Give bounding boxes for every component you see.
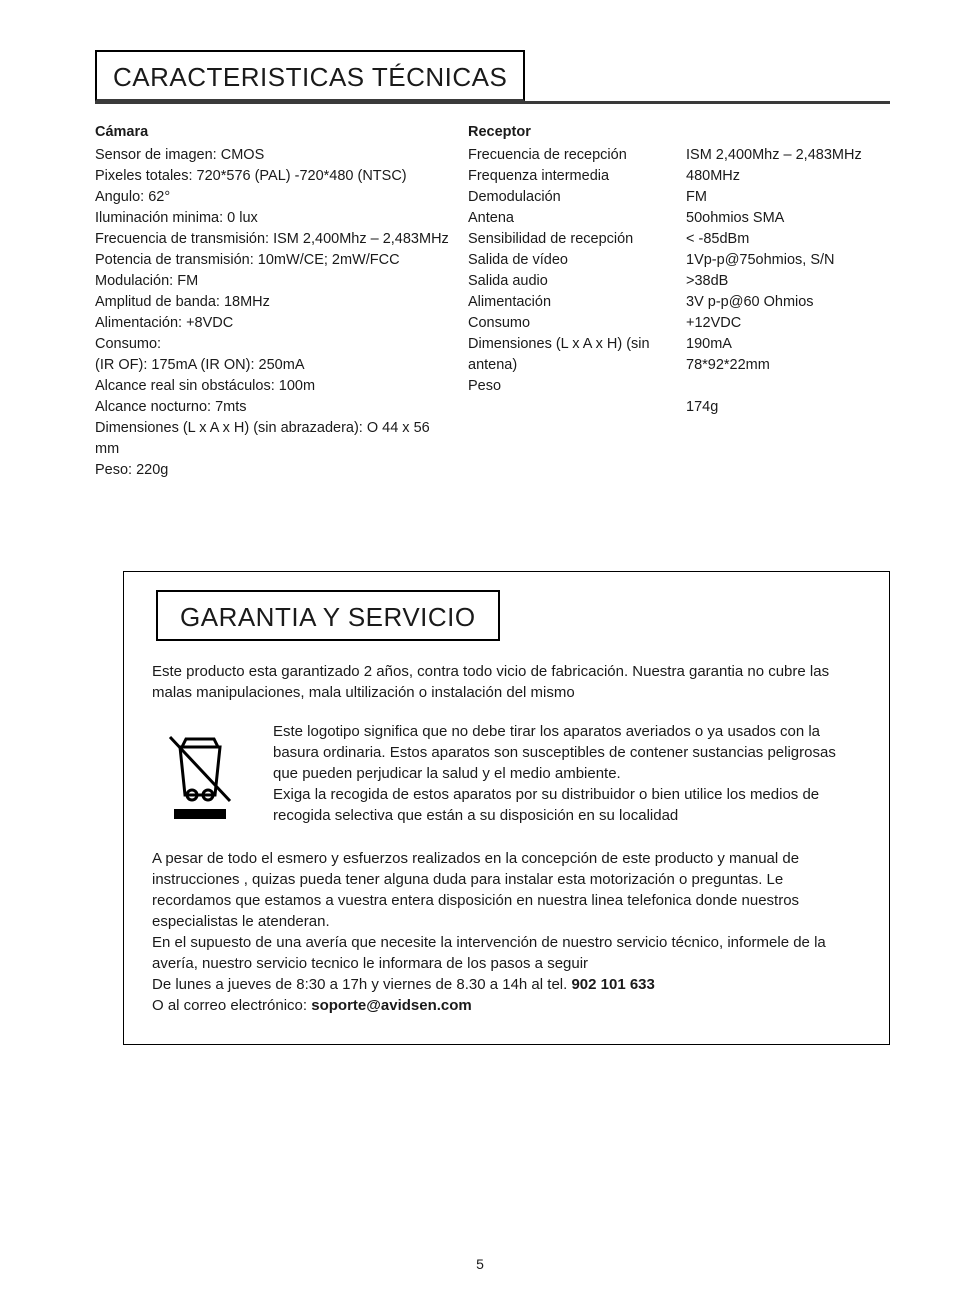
receptor-spec-label: Dimensiones (L x A x H) (sin antena): [468, 334, 668, 376]
camera-spec-line: Amplitud de banda: 18MHz: [95, 292, 450, 313]
camera-spec-line: Sensor de imagen: CMOS: [95, 145, 450, 166]
camera-spec-line: Dimensiones (L x A x H) (sin abrazadera)…: [95, 418, 450, 460]
tech-specs-section: CARACTERISTICAS TÉCNICAS Cámara Sensor d…: [95, 50, 890, 481]
support-phone: 902 101 633: [571, 976, 654, 993]
receptor-spec-label: Demodulación: [468, 187, 668, 208]
receptor-spec-value: ISM 2,400Mhz – 2,483MHz: [686, 145, 876, 166]
receptor-spec-label: Salida audio: [468, 271, 668, 292]
weee-text: Este logotipo significa que no debe tira…: [273, 721, 861, 826]
receptor-spec-value: FM: [686, 187, 876, 208]
weee-icon: [152, 721, 247, 826]
camera-specs: Cámara Sensor de imagen: CMOSPixeles tot…: [95, 122, 450, 481]
receptor-spec-value: 174g: [686, 397, 876, 418]
receptor-title: Receptor: [468, 122, 668, 143]
camera-spec-line: Peso: 220g: [95, 460, 450, 481]
closing-phone-line: De lunes a jueves de 8:30 a 17h y vierne…: [152, 974, 861, 995]
closing-para1: A pesar de todo el esmero y esfuerzos re…: [152, 848, 861, 932]
receptor-specs-values: ISM 2,400Mhz – 2,483MHz480MHzFM50ohmios …: [686, 122, 876, 481]
receptor-spec-label: Sensibilidad de recepción: [468, 229, 668, 250]
camera-spec-line: Pixeles totales: 720*576 (PAL) -720*480 …: [95, 166, 450, 187]
receptor-spec-value: 3V p-p@60 Ohmios: [686, 292, 876, 313]
closing-email-line: O al correo electrónico: soporte@avidsen…: [152, 995, 861, 1016]
camera-spec-line: Alimentación: +8VDC: [95, 313, 450, 334]
receptor-spec-value: 480MHz: [686, 166, 876, 187]
page-number: 5: [0, 1256, 960, 1272]
receptor-spec-label: Alimentación: [468, 292, 668, 313]
camera-spec-line: Modulación: FM: [95, 271, 450, 292]
receptor-spec-label: Consumo: [468, 313, 668, 334]
camera-spec-line: (IR OF): 175mA (IR ON): 250mA: [95, 355, 450, 376]
weee-text-line1: Este logotipo significa que no debe tira…: [273, 721, 861, 784]
warranty-heading: GARANTIA Y SERVICIO: [156, 590, 500, 641]
receptor-spec-label: Frequenza intermedia: [468, 166, 668, 187]
camera-spec-line: Angulo: 62°: [95, 187, 450, 208]
receptor-spec-value: 190mA: [686, 334, 876, 355]
receptor-spec-label: Frecuencia de recepción: [468, 145, 668, 166]
weee-text-line2: Exiga la recogida de estos aparatos por …: [273, 784, 861, 826]
receptor-spec-value: < -85dBm: [686, 229, 876, 250]
closing-para2: En el supuesto de una avería que necesit…: [152, 932, 861, 974]
camera-spec-line: Frecuencia de transmisión: ISM 2,400Mhz …: [95, 229, 450, 250]
receptor-spec-value: 78*92*22mm: [686, 355, 876, 376]
camera-spec-line: Iluminación minima: 0 lux: [95, 208, 450, 229]
receptor-spec-value: +12VDC: [686, 313, 876, 334]
receptor-spec-label: Peso: [468, 376, 668, 397]
warranty-closing: A pesar de todo el esmero y esfuerzos re…: [152, 848, 861, 1016]
camera-spec-line: Potencia de transmisión: 10mW/CE; 2mW/FC…: [95, 250, 450, 271]
warranty-section: GARANTIA Y SERVICIO Este producto esta g…: [123, 571, 890, 1045]
receptor-spec-value: 1Vp-p@75ohmios, S/N >38dB: [686, 250, 876, 292]
tech-heading: CARACTERISTICAS TÉCNICAS: [95, 50, 525, 101]
receptor-spec-value: 50ohmios SMA: [686, 208, 876, 229]
camera-spec-line: Alcance nocturno: 7mts: [95, 397, 450, 418]
receptor-spec-label: Antena: [468, 208, 668, 229]
support-email: soporte@avidsen.com: [311, 997, 472, 1014]
receptor-spec-label: Salida de vídeo: [468, 250, 668, 271]
receptor-specs-labels: Receptor Frecuencia de recepciónFrequenz…: [468, 122, 668, 481]
camera-title: Cámara: [95, 122, 450, 143]
warranty-intro: Este producto esta garantizado 2 años, c…: [152, 661, 861, 703]
camera-spec-line: Consumo:: [95, 334, 450, 355]
camera-spec-line: Alcance real sin obstáculos: 100m: [95, 376, 450, 397]
